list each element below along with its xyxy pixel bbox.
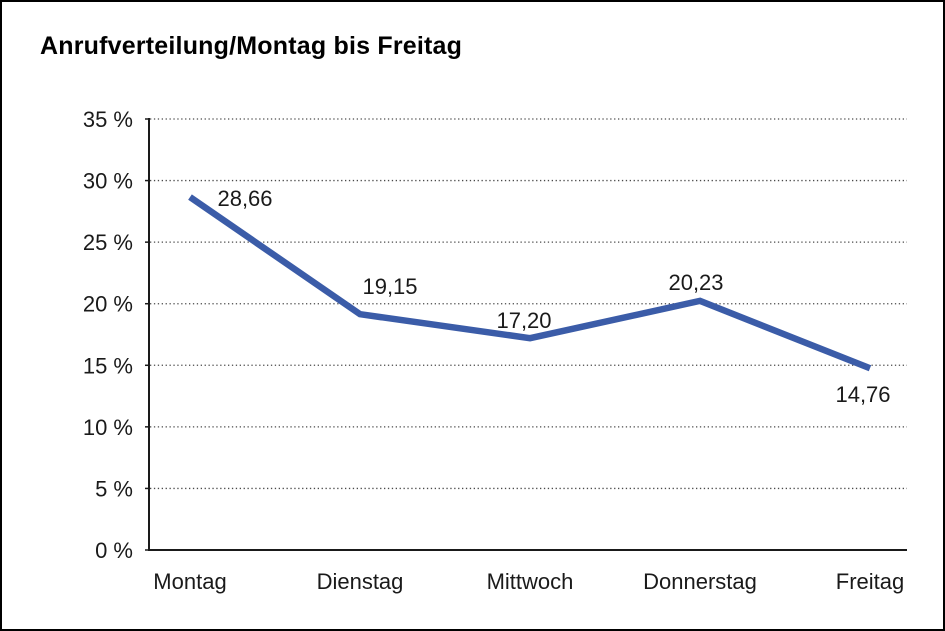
point-label: 14,76 [835, 382, 890, 407]
point-label: 28,66 [217, 186, 272, 211]
x-category-label: Dienstag [317, 569, 404, 594]
data-line [188, 194, 872, 372]
x-category-label: Mittwoch [487, 569, 574, 594]
chart-title: Anrufverteilung/Montag bis Freitag [40, 32, 463, 60]
y-tick-label: 35 % [83, 107, 133, 132]
y-tick-label: 0 % [95, 538, 133, 563]
y-tick-label: 10 % [83, 415, 133, 440]
x-category-label: Donnerstag [643, 569, 757, 594]
x-category-label: Montag [153, 569, 226, 594]
x-category-label: Freitag [836, 569, 904, 594]
point-label: 19,15 [362, 274, 417, 299]
y-tick-label: 30 % [83, 169, 133, 194]
y-tick-label: 25 % [83, 230, 133, 255]
point-label: 17,20 [496, 308, 551, 333]
y-tick-label: 20 % [83, 292, 133, 317]
y-tick-label: 15 % [83, 353, 133, 378]
point-label: 20,23 [668, 270, 723, 295]
y-tick-label: 5 % [95, 476, 133, 501]
